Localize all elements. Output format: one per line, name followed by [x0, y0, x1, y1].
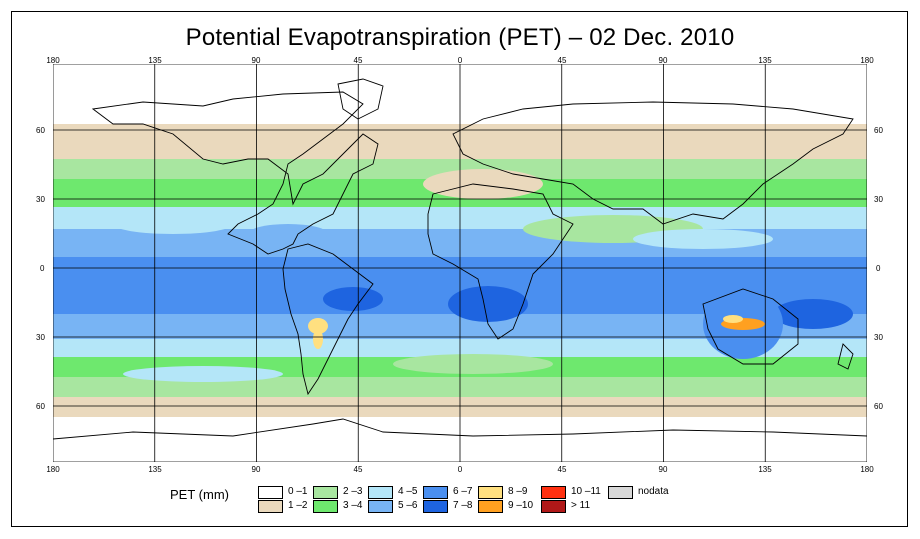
legend-label-4: 4 –5	[398, 486, 418, 497]
legend-label-12: nodata	[638, 486, 669, 497]
lon-tick-top: 180	[860, 56, 874, 65]
lon-tick-bottom: 135	[758, 465, 772, 474]
legend-label-11: > 11	[571, 500, 590, 511]
legend-swatch-3	[313, 500, 338, 513]
lon-tick-bottom: 180	[46, 465, 60, 474]
legend-swatch-7	[423, 500, 448, 513]
legend-swatch-12	[608, 486, 633, 499]
legend-title: PET (mm)	[170, 487, 229, 502]
map-title: Potential Evapotranspiration (PET) – 02 …	[185, 24, 735, 51]
australia-coast	[702, 288, 799, 365]
lon-tick-top: 45	[353, 56, 363, 65]
lon-tick-top: 90	[251, 56, 261, 65]
figure-frame	[11, 11, 908, 527]
lon-tick-bottom: 135	[148, 465, 162, 474]
lat-tick-right: 30	[874, 333, 883, 342]
legend-label-7: 7 –8	[453, 500, 473, 511]
legend-swatch-4	[368, 486, 393, 499]
legend-label-5: 5 –6	[398, 500, 418, 511]
lon-tick-bottom: 45	[353, 465, 363, 474]
lat-tick-left: 30	[36, 195, 45, 204]
lat-tick-left: 30	[36, 333, 45, 342]
lat-tick-left: 60	[36, 126, 45, 135]
legend-swatch-9	[478, 500, 503, 513]
legend-swatch-1	[258, 500, 283, 513]
legend-swatch-8	[478, 486, 503, 499]
lat-tick-left: 0	[40, 264, 45, 273]
lat-tick-right: 30	[874, 195, 883, 204]
legend-label-8: 8 –9	[508, 486, 528, 497]
lon-tick-bottom: 180	[860, 465, 874, 474]
legend-swatch-6	[423, 486, 448, 499]
legend-swatch-11	[541, 500, 566, 513]
lat-tick-right: 0	[876, 264, 881, 273]
north-america-coast	[91, 91, 379, 255]
legend-label-6: 6 –7	[453, 486, 473, 497]
legend-swatch-5	[368, 500, 393, 513]
legend-label-0: 0 –1	[288, 486, 308, 497]
legend-swatch-0	[258, 486, 283, 499]
lon-tick-top: 135	[148, 56, 162, 65]
legend-label-10: 10 –11	[571, 486, 601, 497]
legend-label-1: 1 –2	[288, 500, 308, 511]
coastlines	[53, 78, 867, 440]
legend-label-9: 9 –10	[508, 500, 534, 511]
pet-world-map	[53, 64, 867, 462]
south-america-coast	[282, 243, 374, 396]
lat-tick-left: 60	[36, 402, 45, 411]
africa-coast	[427, 183, 574, 340]
legend-swatch-10	[541, 486, 566, 499]
legend-label-2: 2 –3	[343, 486, 363, 497]
new-zealand-coast	[837, 343, 854, 370]
greenland-coast	[337, 78, 384, 120]
legend-label-3: 3 –4	[343, 500, 363, 511]
lon-tick-top: 180	[46, 56, 60, 65]
eurasia-coast	[452, 101, 854, 225]
lon-tick-top: 135	[758, 56, 772, 65]
lon-tick-bottom: 90	[251, 465, 261, 474]
lon-tick-top: 45	[557, 56, 567, 65]
lat-tick-right: 60	[874, 126, 883, 135]
lon-tick-top: 0	[457, 56, 463, 65]
lon-tick-bottom: 90	[658, 465, 668, 474]
legend-swatch-2	[313, 486, 338, 499]
lon-tick-top: 90	[658, 56, 668, 65]
antarctica-coast	[53, 418, 867, 440]
lat-tick-right: 60	[874, 402, 883, 411]
lon-tick-bottom: 0	[457, 465, 463, 474]
lon-tick-bottom: 45	[557, 465, 567, 474]
